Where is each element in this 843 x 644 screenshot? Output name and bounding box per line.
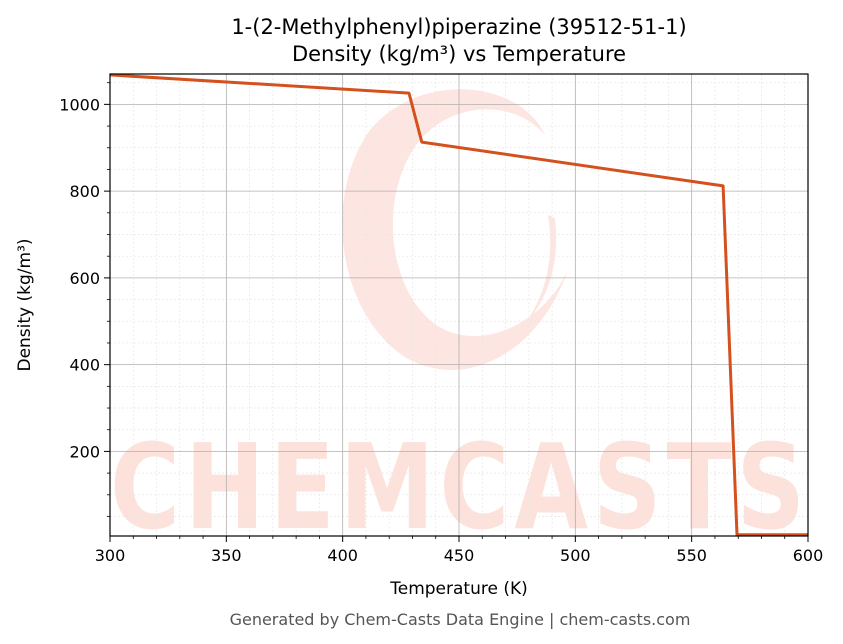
footer-credit: Generated by Chem-Casts Data Engine | ch…	[230, 610, 691, 629]
x-tick-label: 400	[327, 546, 358, 565]
x-tick-label: 450	[444, 546, 475, 565]
y-tick-label: 400	[69, 356, 100, 375]
x-tick-label: 550	[676, 546, 707, 565]
x-axis-label: Temperature (K)	[389, 579, 528, 599]
density-series-line	[109, 73, 808, 537]
x-axis-ticks: 300 350 400 450 500 550 600	[95, 536, 824, 565]
x-tick-label: 350	[211, 546, 242, 565]
y-tick-label: 200	[69, 442, 100, 461]
watermark-text: CHEMCASTS	[110, 418, 810, 556]
y-axis-ticks: 200 400 600 800 1000	[59, 82, 110, 517]
chart-title-line2: Density (kg/m³) vs Temperature	[292, 42, 626, 66]
x-tick-label: 300	[95, 546, 126, 565]
x-tick-label: 500	[560, 546, 591, 565]
y-tick-label: 600	[69, 269, 100, 288]
x-tick-label: 600	[793, 546, 824, 565]
series-layer	[109, 73, 808, 537]
y-axis-label: Density (kg/m³)	[15, 238, 35, 371]
y-tick-label: 800	[69, 182, 100, 201]
y-tick-label: 1000	[59, 95, 100, 114]
watermark-swirl-icon	[342, 89, 568, 370]
chemcasts-watermark: CHEMCASTS	[110, 89, 810, 556]
chart-title-line1: 1-(2-Methylphenyl)piperazine (39512-51-1…	[231, 15, 686, 39]
